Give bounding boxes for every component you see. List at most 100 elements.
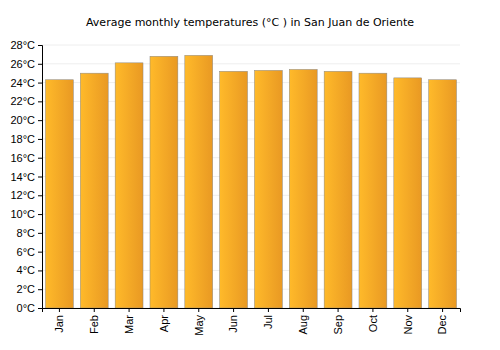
y-tick-mark <box>38 233 42 234</box>
x-tick-mark <box>233 308 234 312</box>
y-tick-mark <box>38 120 42 121</box>
plot: 0°C 2°C 4°C 6°C 8°C 10°C 12°C 14°C 16°C 18°C 20°C 2… <box>10 39 460 336</box>
y-tick-label: 18°C <box>10 133 35 145</box>
y-tick-mark <box>38 45 42 46</box>
x-tick: Jul <box>262 308 274 329</box>
y-tick: 10°C <box>10 208 42 220</box>
chart: Average monthly temperatures (°C ) in Sa… <box>0 0 500 350</box>
y-tick-mark <box>38 195 42 196</box>
x-tick-mark <box>268 308 269 312</box>
x-tick: Aug <box>297 308 309 335</box>
x-tick-label: Jan <box>53 315 65 333</box>
y-tick-label: 22°C <box>10 95 35 107</box>
y-tick-label: 14°C <box>10 171 35 183</box>
bars <box>45 55 456 308</box>
y-tick-label: 4°C <box>17 264 36 276</box>
y-tick-mark <box>38 64 42 65</box>
x-axis: Jan Feb Mar Apr May Jun Jul Aug Sep Oct Nov Dec <box>43 308 461 336</box>
y-axis-line <box>38 46 43 309</box>
x-tick: Jan <box>53 308 65 333</box>
y-tick: 6°C <box>17 246 42 258</box>
grid-line <box>42 63 460 64</box>
y-tick-mark <box>38 270 42 271</box>
y-tick-mark <box>38 252 42 253</box>
y-tick: 4°C <box>17 264 42 276</box>
y-tick-mark <box>38 101 42 102</box>
y-tick-mark <box>38 83 42 84</box>
y-tick-label: 28°C <box>10 39 35 51</box>
y-tick: 20°C <box>10 114 42 126</box>
x-tick: Dec <box>436 308 448 335</box>
x-tick-label: May <box>193 315 205 336</box>
bar <box>220 71 248 308</box>
bar <box>359 73 387 308</box>
y-tick-label: 12°C <box>10 189 35 201</box>
y-tick-label: 6°C <box>17 246 36 258</box>
y-tick: 28°C <box>10 39 42 51</box>
x-tick-label: Aug <box>297 315 309 335</box>
y-axis: 0°C 2°C 4°C 6°C 8°C 10°C 12°C 14°C 16°C 18°C 20°C 2… <box>10 39 42 314</box>
x-tick-label: Mar <box>123 315 135 334</box>
x-tick-label: Dec <box>436 315 448 335</box>
y-tick: 24°C <box>10 77 42 89</box>
y-tick: 26°C <box>10 58 42 70</box>
x-tick-mark <box>338 308 339 312</box>
x-tick: Mar <box>123 308 135 334</box>
bar <box>429 80 457 308</box>
y-tick-mark <box>38 214 42 215</box>
x-tick-label: Oct <box>367 315 379 332</box>
y-tick: 12°C <box>10 189 42 201</box>
y-tick: 2°C <box>17 283 42 295</box>
x-tick: Apr <box>158 308 170 332</box>
bar <box>324 71 352 308</box>
title: Average monthly temperatures (°C ) in Sa… <box>86 16 414 29</box>
x-tick: Jun <box>227 308 239 333</box>
x-tick-mark <box>94 308 95 312</box>
y-tick: 8°C <box>17 227 42 239</box>
y-tick-mark <box>38 158 42 159</box>
y-tick-mark <box>38 308 42 309</box>
x-tick-mark <box>163 308 164 312</box>
y-tick-label: 24°C <box>10 77 35 89</box>
bar <box>254 70 282 308</box>
x-axis-line <box>43 309 461 313</box>
y-tick-label: 10°C <box>10 208 35 220</box>
y-tick-label: 8°C <box>17 227 36 239</box>
x-tick-mark <box>442 308 443 312</box>
y-tick-mark <box>38 177 42 178</box>
x-tick-label: Jun <box>227 315 239 333</box>
y-tick: 18°C <box>10 133 42 145</box>
x-tick-mark <box>59 308 60 312</box>
x-tick: Nov <box>402 308 414 335</box>
grid-line <box>42 45 460 46</box>
grid <box>42 45 460 308</box>
bar <box>150 56 178 308</box>
bar <box>289 69 317 308</box>
x-tick-label: Feb <box>88 315 100 334</box>
y-tick-label: 26°C <box>10 58 35 70</box>
x-tick: Oct <box>367 308 379 332</box>
y-tick-mark <box>38 139 42 140</box>
bar <box>115 63 143 308</box>
bar <box>45 80 73 308</box>
y-tick: 22°C <box>10 95 42 107</box>
bar <box>394 78 422 308</box>
x-tick-label: Jul <box>262 315 274 329</box>
y-tick-label: 16°C <box>10 152 35 164</box>
x-tick-label: Nov <box>402 315 414 335</box>
x-tick: May <box>193 308 205 336</box>
x-tick: Feb <box>88 308 100 334</box>
x-tick-label: Apr <box>158 315 170 332</box>
y-tick-label: 20°C <box>10 114 35 126</box>
x-tick-mark <box>198 308 199 312</box>
y-tick-mark <box>38 289 42 290</box>
x-tick: Sep <box>332 308 344 335</box>
y-tick: 0°C <box>17 302 42 314</box>
y-tick: 16°C <box>10 152 42 164</box>
x-tick-mark <box>129 308 130 312</box>
bar <box>185 55 213 308</box>
y-tick: 14°C <box>10 171 42 183</box>
x-tick-mark <box>303 308 304 312</box>
y-tick-label: 2°C <box>17 283 36 295</box>
y-tick-label: 0°C <box>17 302 36 314</box>
